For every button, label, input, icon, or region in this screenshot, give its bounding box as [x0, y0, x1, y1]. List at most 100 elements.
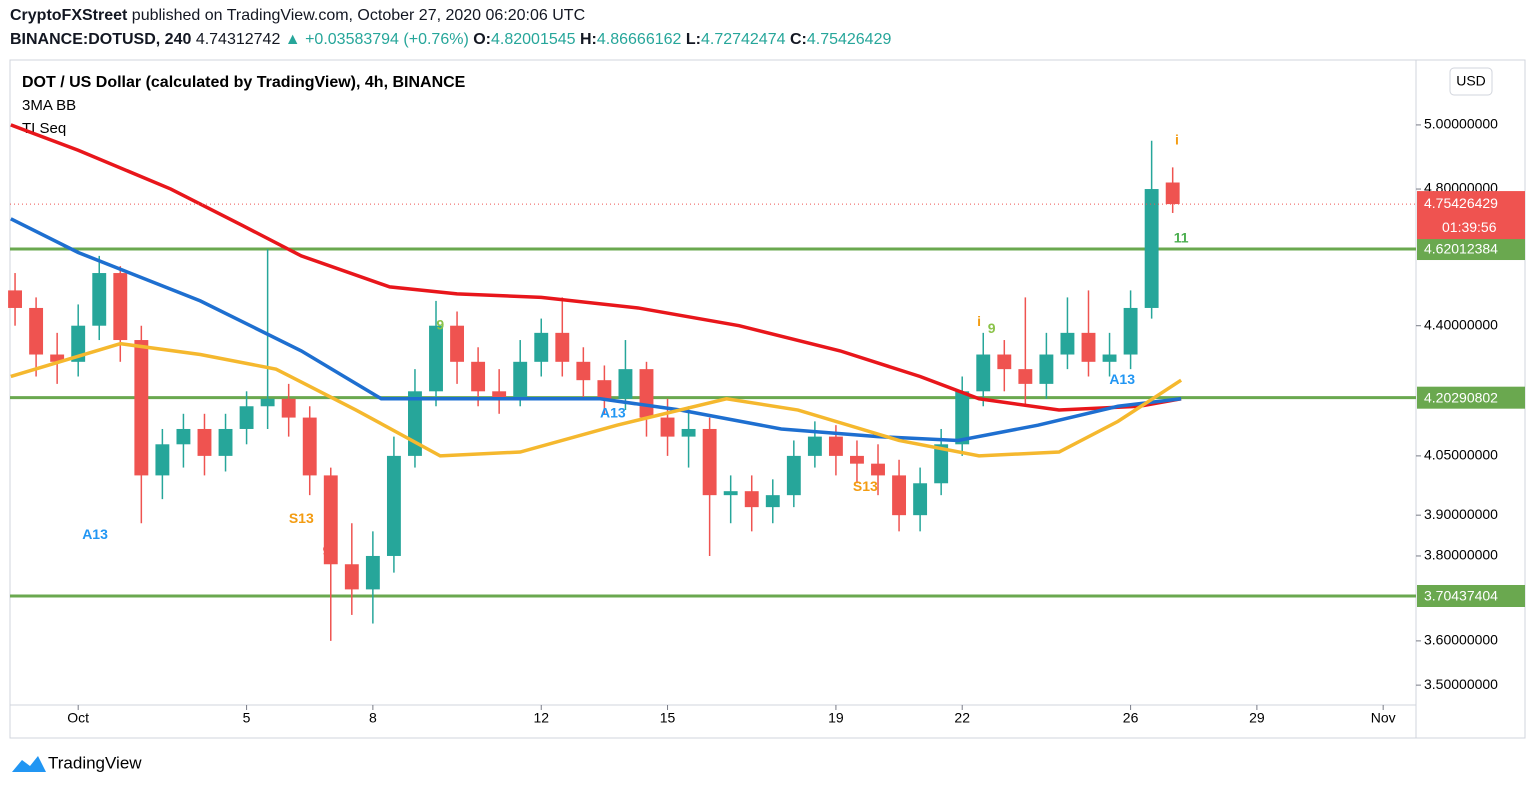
candle-body [1144, 189, 1159, 308]
candle-body [892, 475, 907, 516]
x-tick-label: 5 [243, 710, 251, 726]
candle-body [1165, 182, 1180, 205]
currency-button[interactable] [1449, 67, 1493, 96]
level-label-bg [1417, 238, 1525, 261]
level-label: 4.62012384 [1424, 241, 1498, 257]
currency[interactable]: USD [1456, 73, 1486, 89]
candle-body [113, 273, 128, 341]
ma-line [10, 341, 1183, 458]
candle-body [92, 273, 107, 326]
candle-body [471, 361, 486, 392]
candle-body [618, 369, 633, 399]
candle-body [997, 354, 1012, 370]
candle-body [492, 391, 507, 399]
level-label-bg [1417, 584, 1525, 607]
candle-body [681, 428, 696, 437]
h-label: H: [579, 31, 597, 48]
candle-body [934, 444, 949, 484]
candle-body [1060, 332, 1075, 355]
candle-body [1018, 369, 1033, 384]
annotation: i [977, 313, 981, 329]
x-tick-label: 29 [1249, 710, 1265, 726]
level-label: 4.20290802 [1424, 389, 1498, 405]
annotation: S13 [853, 478, 878, 494]
y-tick-label: 4.05000000 [1424, 447, 1498, 463]
indicator: TI Seq [22, 120, 66, 137]
level-label: 3.70437404 [1424, 588, 1498, 604]
candle-body [639, 369, 654, 418]
candle-body [323, 475, 338, 565]
x-tick-label: 12 [533, 710, 549, 726]
change: ▲ +0.03583794 (+0.76%) [284, 31, 469, 48]
y-tick-label: 3.90000000 [1424, 506, 1498, 522]
candle-body [1081, 332, 1096, 362]
candle-body [576, 361, 591, 381]
candle-body [850, 455, 864, 464]
candle-body [660, 417, 675, 437]
l-label: L: [685, 31, 701, 48]
y-tick-label: 3.50000000 [1424, 676, 1498, 692]
candle-body [71, 325, 86, 362]
candle-body [450, 325, 465, 362]
annotation: A13 [600, 405, 626, 421]
candle-body [260, 398, 275, 407]
candle-body [134, 340, 149, 476]
candle-body [702, 428, 717, 496]
candle-body [8, 290, 22, 308]
author: CryptoFXStreet [10, 7, 128, 24]
candle-body [1039, 354, 1054, 384]
candle-body [302, 417, 317, 476]
x-tick-label: 15 [660, 710, 676, 726]
y-tick-label: 3.80000000 [1424, 547, 1498, 563]
candle-body [597, 380, 612, 399]
candle-body [1123, 307, 1138, 355]
x-tick-label: 19 [828, 710, 844, 726]
indicator: 3MA BB [22, 97, 76, 114]
candle-body [513, 361, 528, 399]
c: 4.75426429 [806, 31, 892, 48]
candle-body [807, 436, 822, 456]
candle-body [828, 436, 843, 456]
x-tick-label: Nov [1371, 710, 1396, 726]
candle-body [1102, 354, 1117, 362]
candle-body [218, 428, 233, 456]
candle-body [197, 428, 212, 456]
logo [12, 756, 46, 772]
o: 4.82001545 [491, 31, 576, 48]
candle-body [723, 491, 738, 496]
candle-body [155, 444, 170, 476]
candle-body [744, 491, 759, 508]
annotation: A13 [1109, 371, 1135, 387]
header-line-2: BINANCE:DOTUSD, 240 4.74312742 ▲ +0.0358… [10, 31, 891, 49]
countdown: 01:39:56 [1442, 219, 1497, 235]
candle-body [239, 406, 254, 429]
candle-body [534, 332, 549, 362]
chart-title: DOT / US Dollar (calculated by TradingVi… [22, 74, 466, 91]
candle-body [913, 483, 928, 516]
candle-body [50, 354, 65, 362]
annotation: i [1175, 131, 1179, 147]
annotation: 9 [436, 316, 444, 332]
ma-line [10, 123, 1182, 412]
last-price-bg [1417, 191, 1525, 240]
candle-body [765, 495, 780, 508]
candle-body [386, 455, 401, 556]
candle-body [955, 391, 970, 445]
x-tick-label: 22 [954, 710, 970, 726]
annotation: S13 [289, 510, 314, 526]
published: published on TradingView.com, October 27… [127, 7, 586, 24]
last: 4.74312742 [195, 31, 281, 48]
candle-body [281, 398, 296, 418]
candle-body [176, 428, 191, 445]
y-tick-label: 5.00000000 [1424, 116, 1498, 132]
h: 4.86666162 [596, 31, 682, 48]
candle-body [344, 564, 359, 590]
x-tick-label: 26 [1123, 710, 1139, 726]
symbol: BINANCE:DOTUSD, 240 [10, 31, 192, 48]
last-price-label: 4.75426429 [1424, 195, 1498, 211]
x-tick-label: 8 [369, 710, 377, 726]
candle-body [365, 555, 380, 590]
l: 4.72742474 [700, 31, 786, 48]
